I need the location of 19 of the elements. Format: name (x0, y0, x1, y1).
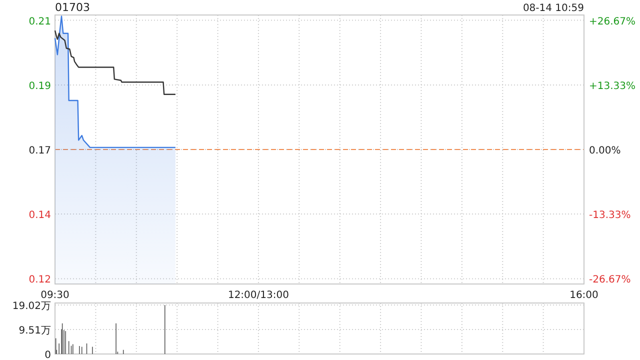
y2-tick-label: -26.67% (589, 274, 631, 286)
y2-tick-label: +13.33% (589, 81, 636, 92)
y2-tick-label: -13.33% (589, 210, 631, 221)
chart-title: 01703 (55, 1, 90, 14)
y2-tick-label: 0.00% (589, 146, 621, 156)
y-tick-label: 9.51万 (18, 326, 51, 337)
y2-tick-label: +26.67% (589, 16, 636, 28)
y-tick-label: 0 (44, 350, 51, 360)
y-tick-label: 0.21 (28, 16, 51, 28)
text: 08-14 10:59 (522, 3, 584, 14)
y-tick-label: 19.02万 (12, 301, 51, 312)
x-tick-label: 12:00/13:00 (228, 290, 289, 301)
line-series (54, 30, 176, 95)
x-tick-label: 09:30 (40, 290, 70, 301)
y-tick-label: 0.17 (28, 146, 51, 156)
x-tick-label: 16:00 (570, 290, 598, 301)
y-tick-label: 0.12 (28, 274, 51, 286)
y-tick-label: 0.19 (28, 81, 51, 92)
y-tick-label: 0.14 (28, 210, 51, 221)
